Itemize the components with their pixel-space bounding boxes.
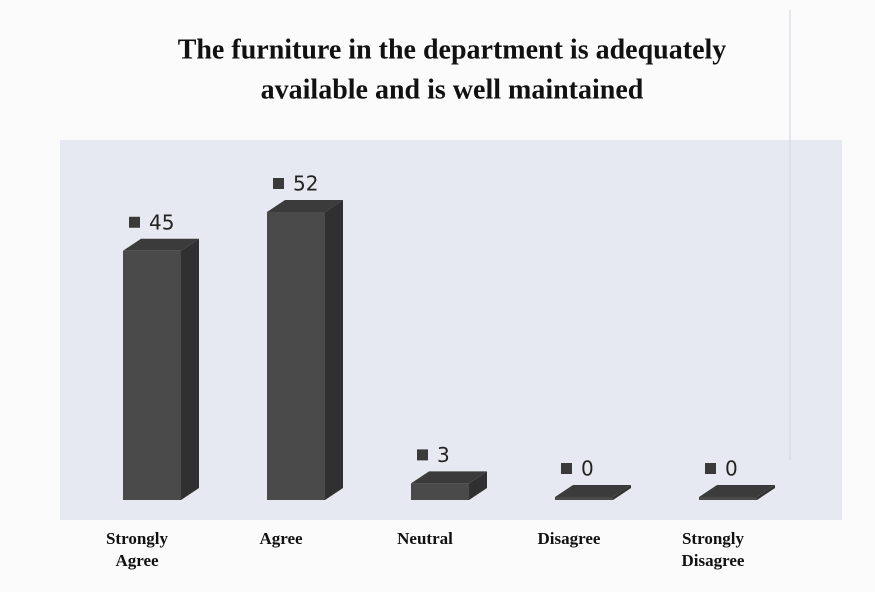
x-tick-label: Neutral	[397, 529, 453, 548]
bar-top	[555, 485, 631, 497]
bar	[267, 200, 343, 500]
data-label: 52	[293, 172, 318, 196]
bar-side	[181, 238, 199, 500]
label-key	[417, 449, 428, 461]
label-key	[129, 216, 140, 228]
bar-side	[613, 485, 631, 500]
bar-front	[699, 497, 757, 500]
bar-top	[123, 238, 199, 251]
bar-top	[699, 485, 775, 497]
x-tick-label: Strongly Disagree	[682, 529, 745, 570]
data-label: 3	[437, 443, 450, 467]
bar-front	[267, 212, 325, 500]
bar-top	[267, 200, 343, 212]
bar	[411, 471, 487, 500]
data-label: 45	[149, 210, 174, 234]
bar-top	[411, 471, 487, 484]
x-tick-label: Strongly Agree	[106, 529, 169, 570]
label-key	[273, 178, 284, 189]
label-key	[705, 463, 716, 474]
label-key	[561, 463, 572, 474]
bar-side	[757, 485, 775, 500]
bar	[555, 485, 631, 500]
x-tick-label: Disagree	[538, 529, 601, 548]
chart-title: available and is well maintained	[261, 74, 644, 105]
bar	[123, 238, 199, 500]
bar-front	[123, 250, 181, 500]
data-label: 0	[581, 457, 594, 481]
x-tick-label: Agree	[259, 529, 303, 548]
data-label: 0	[725, 457, 738, 481]
bar-front	[555, 497, 613, 500]
chart-title: The furniture in the department is adequ…	[178, 34, 727, 65]
bar-side	[469, 471, 487, 500]
bar	[699, 485, 775, 500]
bar-front	[411, 483, 469, 500]
bar-side	[325, 200, 343, 500]
